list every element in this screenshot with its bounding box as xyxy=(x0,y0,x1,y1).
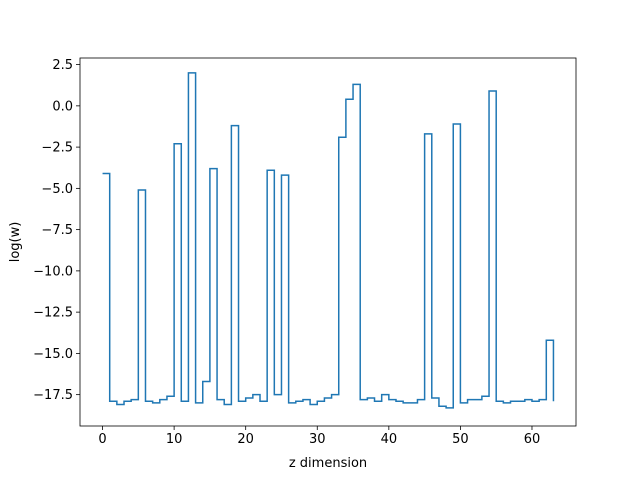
plot-area xyxy=(102,72,555,409)
y-tick-label: −7.5 xyxy=(41,223,73,238)
y-tick-label: −5.0 xyxy=(41,182,73,197)
y-tick-label: −12.5 xyxy=(33,306,73,321)
x-tick-label: 50 xyxy=(452,432,469,447)
axes-frame xyxy=(79,57,577,427)
y-axis-label: log(w) xyxy=(8,222,23,263)
y-tick-label: −10.0 xyxy=(33,264,73,279)
y-tick-label: 0.0 xyxy=(52,99,73,114)
y-tick-label: −17.5 xyxy=(33,388,73,403)
y-tick-label: 2.5 xyxy=(52,58,73,73)
x-tick-label: 10 xyxy=(166,432,183,447)
x-axis-ticks: 0 10 20 30 40 50 60 xyxy=(98,426,540,447)
x-tick-label: 0 xyxy=(98,432,106,447)
y-tick-label: −15.0 xyxy=(33,347,73,362)
x-tick-label: 20 xyxy=(237,432,254,447)
y-tick-label: −2.5 xyxy=(41,141,73,156)
x-axis-label: z dimension xyxy=(289,456,367,471)
series-step-line xyxy=(102,72,555,409)
y-axis-ticks: 2.5 0.0 −2.5 −5.0 −7.5 −10.0 −12.5 −15.0 −17.5 xyxy=(33,58,80,403)
x-tick-label: 30 xyxy=(309,432,326,447)
x-tick-label: 60 xyxy=(524,432,541,447)
x-tick-label: 40 xyxy=(381,432,398,447)
